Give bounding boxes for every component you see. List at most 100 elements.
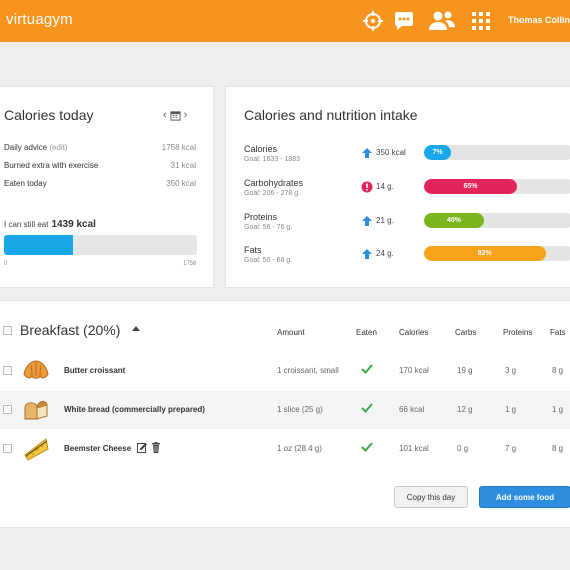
- food-calories: 101 kcal: [399, 444, 429, 453]
- food-amount: 1 croissant, small: [277, 366, 339, 375]
- column-header-calories: Calories: [399, 328, 429, 337]
- food-proteins: 3 g: [505, 366, 517, 375]
- copy-day-button[interactable]: Copy this day: [394, 486, 468, 508]
- food-name[interactable]: Butter croissant: [64, 366, 126, 375]
- food-name[interactable]: Beemster Cheese: [64, 444, 132, 453]
- food-carbs: 0 g: [457, 444, 469, 453]
- edit-link[interactable]: (edit): [49, 143, 68, 152]
- can-still-eat-value: 1439 kcal: [51, 219, 96, 230]
- food-carbs: 12 g: [457, 405, 473, 414]
- nutrient-goal: Goal: 1633 - 1883: [244, 156, 301, 163]
- trash-icon[interactable]: [151, 442, 161, 453]
- grid-icon[interactable]: [469, 9, 493, 33]
- edit-icon[interactable]: [137, 442, 147, 453]
- column-header-carbs: Carbs: [455, 328, 477, 337]
- nutrient-value: 14 g.: [376, 182, 394, 191]
- column-header-eaten: Eaten: [356, 328, 377, 337]
- nutrient-name: Calories: [244, 144, 278, 154]
- breakfast-card: Breakfast (20%) Amount Eaten Calories Ca…: [0, 300, 570, 528]
- calories-progress-fill: [4, 235, 74, 255]
- meal-title[interactable]: Breakfast (20%): [20, 322, 120, 338]
- food-fats: 1 g: [552, 405, 564, 414]
- nutrition-intake-title: Calories and nutrition intake: [244, 107, 418, 123]
- row-checkbox[interactable]: [3, 405, 12, 414]
- table-row[interactable]: Beemster Cheese 1 oz (28.4 g) 101 kcal 0…: [0, 430, 570, 468]
- nutrition-row: Fats Goal: 50 - 68 g. 24 g. 82%: [244, 245, 570, 275]
- calories-progress-bar: [4, 235, 197, 255]
- progress-max-label: 1758: [183, 261, 197, 267]
- checkmark-icon[interactable]: [360, 362, 374, 376]
- burned-extra-value: 31 kcal: [170, 161, 196, 170]
- nutrition-row: Proteins Goal: 56 - 76 g. 21 g. 40%: [244, 212, 570, 242]
- food-carbs: 19 g: [457, 366, 473, 375]
- top-navigation-bar: virtuagym Thomas Collins: [0, 0, 570, 42]
- date-navigation: ‹ ›: [163, 109, 187, 121]
- nutrition-row: Carbohydrates Goal: 206 - 278 g. 14 g. 65%: [244, 178, 570, 208]
- nutrient-progress-fill: 7%: [424, 145, 451, 160]
- chevron-right-icon[interactable]: ›: [183, 109, 188, 121]
- bread-icon: [24, 400, 48, 420]
- nutrient-name: Proteins: [244, 212, 278, 222]
- nutrient-value: 350 kcal: [376, 148, 406, 157]
- nutrient-progress-bar: 7%: [424, 145, 570, 160]
- meal-title-percent: (20%): [83, 322, 121, 338]
- nutrient-progress-bar: 40%: [424, 213, 570, 228]
- food-calories: 170 kcal: [399, 366, 429, 375]
- calories-today-title: Calories today: [4, 107, 94, 123]
- nutrient-progress-fill: 40%: [424, 213, 484, 228]
- nutrient-progress-fill: 82%: [424, 246, 546, 261]
- user-name[interactable]: Thomas Collins: [508, 15, 570, 25]
- croissant-icon: [23, 360, 49, 379]
- nutrient-goal: Goal: 206 - 278 g.: [244, 190, 301, 197]
- calendar-icon[interactable]: [170, 110, 181, 121]
- nutrient-value: 21 g.: [376, 216, 394, 225]
- nutrition-intake-card: Calories and nutrition intake Calories Go…: [225, 86, 570, 288]
- warning-icon: [361, 181, 373, 193]
- daily-advice-value: 1758 kcal: [161, 143, 196, 152]
- eaten-today-label: Eaten today: [4, 179, 47, 188]
- food-proteins: 7 g: [505, 444, 517, 453]
- chevron-left-icon[interactable]: ‹: [163, 109, 167, 121]
- nutrient-goal: Goal: 50 - 68 g.: [244, 257, 293, 264]
- column-header-fats: Fats: [550, 328, 566, 337]
- app-logo[interactable]: virtuagym: [6, 11, 73, 28]
- eaten-today-value: 350 kcal: [166, 179, 196, 188]
- nutrient-value: 24 g.: [376, 249, 394, 258]
- select-all-checkbox[interactable]: [3, 326, 12, 335]
- can-still-eat: I can still eat 1439 kcal: [4, 219, 96, 230]
- progress-min-label: 0: [4, 261, 8, 267]
- daily-advice-label: Daily advice: [4, 143, 48, 152]
- column-header-proteins: Proteins: [503, 328, 533, 337]
- chat-icon[interactable]: [392, 9, 416, 33]
- daily-advice-row: Daily advice (edit) 1758 kcal: [4, 143, 196, 152]
- row-actions: [137, 442, 161, 453]
- food-amount: 1 slice (25 g): [277, 405, 323, 414]
- food-fats: 8 g: [552, 366, 564, 375]
- food-fats: 8 g: [552, 444, 564, 453]
- burned-extra-label: Burned extra with exercise: [4, 161, 99, 170]
- cheese-icon: [24, 438, 49, 461]
- column-header-amount: Amount: [277, 328, 305, 337]
- burned-extra-row: Burned extra with exercise 31 kcal: [4, 161, 196, 170]
- caret-up-icon[interactable]: [132, 326, 140, 331]
- eaten-today-row: Eaten today 350 kcal: [4, 179, 196, 188]
- row-checkbox[interactable]: [3, 366, 12, 375]
- arrow-up-icon: [362, 148, 372, 158]
- nutrient-progress-fill: 65%: [424, 179, 517, 194]
- meal-title-name: Breakfast: [20, 322, 80, 338]
- food-amount: 1 oz (28.4 g): [277, 444, 322, 453]
- calories-today-card: Calories today ‹ › Daily advice (edit) 1…: [0, 86, 214, 288]
- nutrient-progress-bar: 82%: [424, 246, 570, 261]
- nutrient-name: Fats: [244, 245, 262, 255]
- users-icon[interactable]: [428, 9, 456, 33]
- row-checkbox[interactable]: [3, 444, 12, 453]
- add-food-button[interactable]: Add some food: [479, 486, 570, 508]
- nutrient-progress-bar: 65%: [424, 179, 570, 194]
- table-row[interactable]: Butter croissant 1 croissant, small 170 …: [0, 352, 570, 390]
- nutrition-row: Calories Goal: 1633 - 1883 350 kcal 7%: [244, 144, 570, 174]
- checkmark-icon[interactable]: [360, 440, 374, 454]
- crosshair-icon[interactable]: [361, 9, 385, 33]
- table-row[interactable]: White bread (commercially prepared) 1 sl…: [0, 391, 570, 429]
- food-name[interactable]: White bread (commercially prepared): [64, 405, 205, 414]
- checkmark-icon[interactable]: [360, 401, 374, 415]
